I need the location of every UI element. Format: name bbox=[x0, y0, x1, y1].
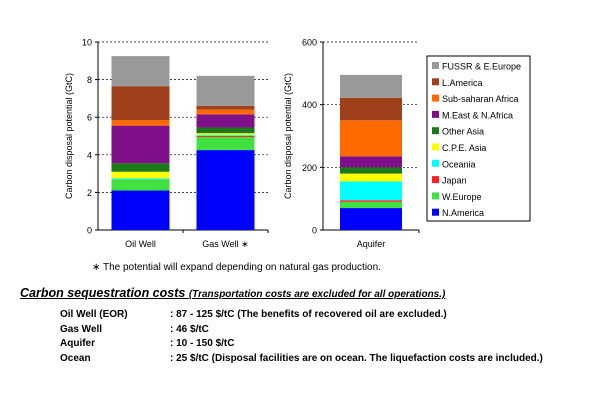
left-chart-bar-segment-w-europe bbox=[196, 136, 255, 151]
legend-swatch-c-p-e-asia bbox=[432, 143, 439, 151]
right-chart-bar-segment-n-america bbox=[340, 208, 402, 230]
left-chart-bar-segment-w-europe bbox=[111, 179, 170, 191]
right-chart-bar-segment-c-p-e-asia bbox=[340, 173, 402, 182]
cost-label: Ocean bbox=[60, 352, 91, 364]
left-chart-y-tick-label: 0 bbox=[87, 226, 92, 236]
costs-section-title: Carbon sequestration costs (Transportati… bbox=[20, 286, 445, 300]
right-chart-y-tick-label: 200 bbox=[302, 163, 317, 173]
legend-label-c-p-e-asia: C.P.E. Asia bbox=[442, 143, 486, 153]
costs-title-note: (Transportation costs are excluded for a… bbox=[188, 289, 446, 300]
left-chart-bar-segment-l-america bbox=[196, 105, 255, 110]
legend-label-m-east-n-africa: M.East & N.Africa bbox=[442, 110, 513, 120]
right-chart-bar-segment-oceania bbox=[340, 181, 402, 201]
cost-label: Oil Well (EOR) bbox=[60, 309, 128, 320]
legend-label-oceania: Oceania bbox=[442, 159, 476, 169]
legend-label-w-europe: W.Europe bbox=[442, 192, 482, 202]
right-chart-y-axis-label: Carbon disposal potential (GtC) bbox=[283, 73, 293, 199]
left-chart-category-label: Gas Well ∗ bbox=[202, 239, 248, 249]
right-chart-bar-segment-fussr-e-europe bbox=[340, 74, 402, 98]
cost-row-ocean: Ocean : 25 $/tC (Disposal facilities are… bbox=[60, 352, 543, 367]
left-chart-bar-segment-japan bbox=[196, 136, 255, 137]
left-chart-bar-segment-m-east-n-africa bbox=[111, 125, 170, 164]
left-chart-y-tick-label: 2 bbox=[87, 188, 92, 198]
legend-label-fussr-e-europe: FUSSR & E.Europe bbox=[442, 62, 521, 72]
legend-swatch-japan bbox=[432, 176, 439, 184]
cost-value: : 46 $/tC bbox=[170, 323, 209, 335]
cost-value: : 25 $/tC (Disposal facilities are on oc… bbox=[170, 352, 543, 364]
left-chart-bar-segment-n-america bbox=[196, 150, 255, 230]
cost-value: : 10 - 150 $/tC bbox=[170, 338, 235, 349]
legend-label-l-america: L.America bbox=[442, 78, 483, 88]
cost-label: Gas Well bbox=[60, 323, 103, 335]
left-chart-y-axis-label: Carbon disposal potential (GtC) bbox=[64, 73, 74, 199]
right-chart-y-tick-label: 0 bbox=[312, 226, 317, 236]
left-chart-bar-segment-fussr-e-europe bbox=[196, 75, 255, 106]
left-chart-bar-segment-other-asia bbox=[111, 163, 170, 172]
legend-label-other-asia: Other Asia bbox=[442, 127, 484, 137]
legend-box bbox=[426, 55, 531, 222]
legend-label-n-america: N.America bbox=[442, 208, 484, 218]
right-chart-y-tick-label: 600 bbox=[302, 38, 317, 48]
left-chart-bar-segment-c-p-e-asia bbox=[196, 133, 255, 136]
right-chart-category-label: Aquifer bbox=[357, 239, 386, 249]
right-chart-bar-segment-w-europe bbox=[340, 201, 402, 209]
right-chart-bar-segment-other-asia bbox=[340, 167, 402, 174]
costs-title-keyword: sequestration bbox=[67, 286, 150, 300]
legend-label-japan: Japan bbox=[442, 176, 467, 186]
cost-value: : 87 - 125 $/tC (The benefits of recover… bbox=[170, 309, 447, 320]
legend-swatch-l-america bbox=[432, 78, 439, 86]
right-chart-bar-segment-l-america bbox=[340, 97, 402, 121]
charts-canvas: 0 2 4 6 8 10 Carbon disposal potential (GtC) Oi… bbox=[64, 38, 531, 249]
legend-label-sub-saharan-africa: Sub-saharan Africa bbox=[442, 94, 519, 104]
left-chart-bar-segment-oceania bbox=[196, 135, 255, 136]
costs-list: Oil Well (EOR) : 87 - 125 $/tC (The bene… bbox=[60, 308, 543, 366]
cost-row-gas-well: Gas Well : 46 $/tC bbox=[60, 323, 543, 338]
gas-well-footnote: ∗ The potential will expand depending on… bbox=[92, 262, 381, 273]
costs-title-rest: costs bbox=[149, 286, 189, 300]
left-chart-bar-segment-other-asia bbox=[196, 127, 255, 134]
left-chart-y-tick-label: 10 bbox=[82, 38, 92, 48]
left-chart-bar-segment-c-p-e-asia bbox=[111, 171, 170, 179]
left-chart-bar-segment-oceania bbox=[111, 178, 170, 180]
right-chart-y-tick-label: 400 bbox=[302, 100, 317, 110]
right-chart-bar-segment-m-east-n-africa bbox=[340, 156, 402, 168]
legend-swatch-fussr-e-europe bbox=[432, 62, 439, 69]
left-chart-y-tick-label: 6 bbox=[87, 113, 92, 123]
legend-swatch-oceania bbox=[432, 159, 439, 167]
cost-row-oil-well: Oil Well (EOR) : 87 - 125 $/tC (The bene… bbox=[60, 308, 543, 323]
legend-swatch-other-asia bbox=[432, 127, 439, 135]
left-chart-bar-segment-fussr-e-europe bbox=[111, 56, 170, 87]
legend-swatch-sub-saharan-africa bbox=[432, 94, 439, 102]
left-chart-bar-segment-l-america bbox=[111, 86, 170, 121]
left-chart-bar-segment-sub-saharan-africa bbox=[196, 109, 255, 115]
left-chart-y-tick-label: 8 bbox=[87, 75, 92, 85]
cost-row-aquifer: Aquifer : 10 - 150 $/tC bbox=[60, 337, 543, 352]
right-chart-bar-segment-sub-saharan-africa bbox=[340, 120, 402, 157]
legend-swatch-m-east-n-africa bbox=[432, 110, 439, 118]
left-chart-bar-segment-m-east-n-africa bbox=[196, 114, 255, 128]
left-chart-category-label: Oil Well bbox=[125, 239, 156, 249]
left-chart-bar-segment-n-america bbox=[111, 190, 170, 230]
left-chart-y-tick-label: 4 bbox=[87, 150, 92, 160]
legend-swatch-n-america bbox=[432, 208, 439, 216]
right-chart-bar-segment-japan bbox=[340, 200, 402, 202]
cost-label: Aquifer bbox=[60, 338, 95, 349]
costs-title-main: Carbon bbox=[20, 286, 68, 300]
legend-swatch-w-europe bbox=[432, 192, 439, 200]
left-chart-bar-segment-sub-saharan-africa bbox=[111, 120, 170, 126]
